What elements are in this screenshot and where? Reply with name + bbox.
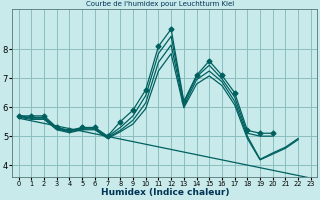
Text: Courbe de l'humidex pour Leuchtturm Kiel: Courbe de l'humidex pour Leuchtturm Kiel — [86, 1, 234, 7]
X-axis label: Humidex (Indice chaleur): Humidex (Indice chaleur) — [100, 188, 229, 197]
